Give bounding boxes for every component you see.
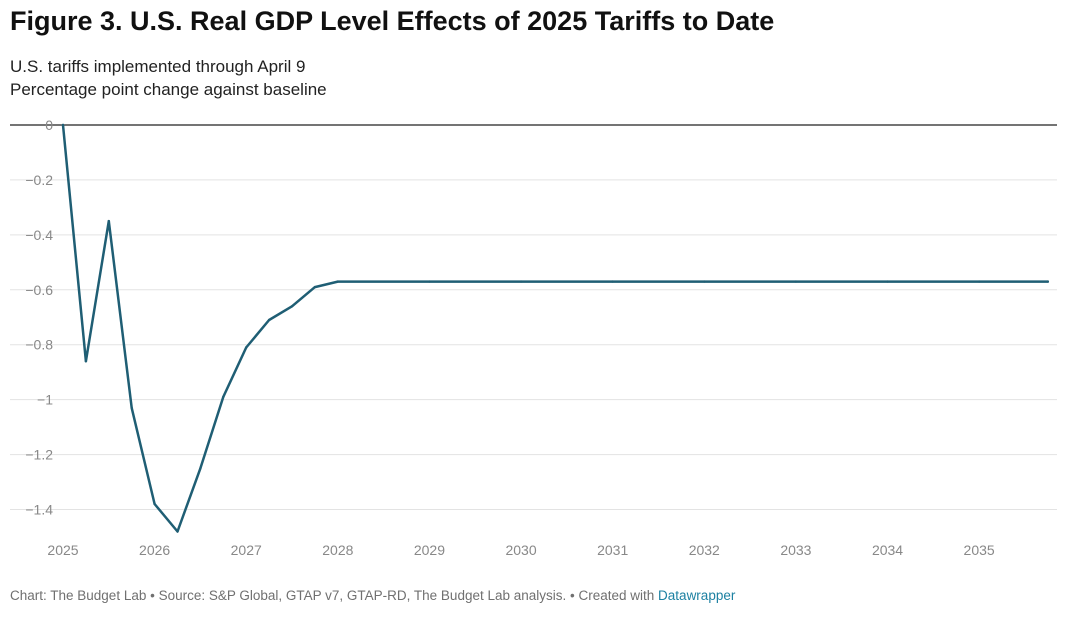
y-tick-label: −1.4 [25,502,53,518]
y-tick-label: −0.4 [25,227,53,243]
data-point [61,123,65,127]
x-tick-label: 2035 [964,542,995,558]
series-line [61,123,1050,533]
data-point [130,406,133,410]
data-point [886,280,889,283]
chart-title: Figure 3. U.S. Real GDP Level Effects of… [10,6,775,36]
data-point [794,280,798,283]
x-tick-label: 2031 [597,542,628,558]
data-point [290,305,294,308]
data-point [313,285,317,289]
data-point [267,318,271,322]
x-tick-label: 2027 [231,542,262,558]
chart-footer: Chart: The Budget Lab • Source: S&P Glob… [10,588,735,603]
data-point [611,280,614,283]
data-point [519,280,523,283]
datawrapper-link[interactable]: Datawrapper [658,588,736,603]
chart-subtitle-line-2: Percentage point change against baseline [10,80,327,99]
y-tick-label: −1 [37,392,53,408]
y-tick-label: −1.2 [25,447,53,463]
chart-subtitle-line-1: U.S. tariffs implemented through April 9 [10,57,306,76]
data-point [1046,280,1050,283]
x-tick-label: 2028 [322,542,353,558]
x-tick-label: 2033 [780,542,811,558]
data-point [336,280,340,283]
y-tick-label: 0 [45,117,53,133]
data-point [153,502,156,506]
y-tick-label: −0.6 [25,282,53,298]
data-point [199,467,202,470]
x-tick-label: 2025 [47,542,78,558]
x-axis-ticks: 2025 2026 2027 2028 2029 2030 2031 2032 2033 2034… [47,542,994,558]
series-layer [61,123,1050,533]
grid-layer [10,124,1057,511]
data-point [107,219,111,223]
data-point [703,280,706,283]
x-tick-label: 2030 [505,542,536,558]
x-tick-label: 2034 [872,542,903,558]
data-point [222,395,225,399]
x-tick-label: 2029 [414,542,445,558]
data-point [977,280,981,283]
x-tick-label: 2026 [139,542,170,558]
data-point [428,280,431,283]
y-tick-label: −0.2 [25,172,53,188]
x-tick-label: 2032 [689,542,720,558]
data-point [176,530,179,533]
data-point [84,360,88,363]
y-tick-label: −0.8 [25,337,53,353]
footer-source-text: Chart: The Budget Lab • Source: S&P Glob… [10,588,659,603]
data-point [245,346,248,349]
y-axis-ticks: 0 −0.2 −0.4 −0.6 −0.8 −1 −1.2 −1.4 [25,117,53,518]
